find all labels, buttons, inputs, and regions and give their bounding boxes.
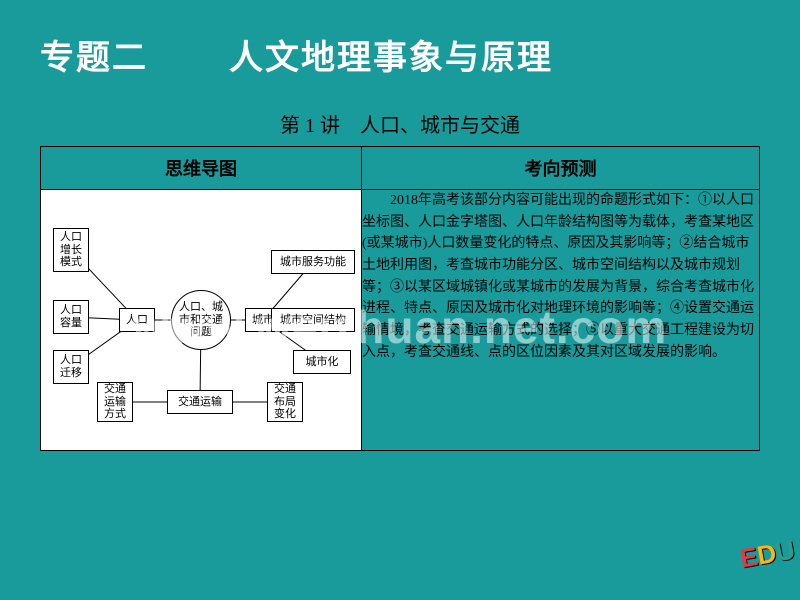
section-title: 第 1 讲 人口、城市与交通: [0, 109, 800, 138]
prediction-text: 2018年高考该部分内容可能出现的命题形式如下：①以人口坐标图、人口金字塔图、人…: [362, 190, 759, 364]
topic-name: 人文地理事象与原理: [229, 40, 553, 77]
diagram-node-cservice: 城市服务功能: [271, 250, 355, 274]
diagram-node-migrate: 人口迁移: [53, 350, 89, 384]
topic-label: 专题二: [40, 40, 148, 77]
diagram-cell: 人口、城市和交通问题人口城市交通运输人口增长模式人口容量人口迁移交通运输方式交通…: [41, 190, 362, 451]
stamp-letter: U: [773, 534, 797, 567]
prediction-cell: 2018年高考该部分内容可能出现的命题形式如下：①以人口坐标图、人口金字塔图、人…: [362, 190, 760, 451]
diagram-node-pop: 人口: [119, 308, 155, 332]
stamp-letter: E: [738, 541, 760, 574]
diagram-node-growth: 人口增长模式: [53, 228, 89, 272]
header-prediction: 考向预测: [362, 147, 760, 190]
education-stamp: EDU: [738, 534, 797, 574]
diagram-node-cstruct: 城市空间结构: [271, 308, 355, 332]
mind-map-diagram: 人口、城市和交通问题人口城市交通运输人口增长模式人口容量人口迁移交通运输方式交通…: [41, 190, 361, 450]
diagram-node-tlayout: 交通布局变化: [267, 382, 303, 422]
diagram-node-urban: 城市化: [293, 350, 351, 374]
header-mindmap: 思维导图: [41, 147, 362, 190]
diagram-node-tmode: 交通运输方式: [97, 382, 133, 422]
content-table: 思维导图 考向预测 人口、城市和交通问题人口城市交通运输人口增长模式人口容量人口…: [40, 146, 760, 451]
main-title: 专题二 人文地理事象与原理: [0, 0, 800, 89]
diagram-node-capacity: 人口容量: [53, 300, 89, 334]
diagram-node-trans: 交通运输: [167, 390, 233, 414]
stamp-letter: D: [755, 538, 779, 571]
diagram-node-center: 人口、城市和交通问题: [171, 290, 231, 350]
